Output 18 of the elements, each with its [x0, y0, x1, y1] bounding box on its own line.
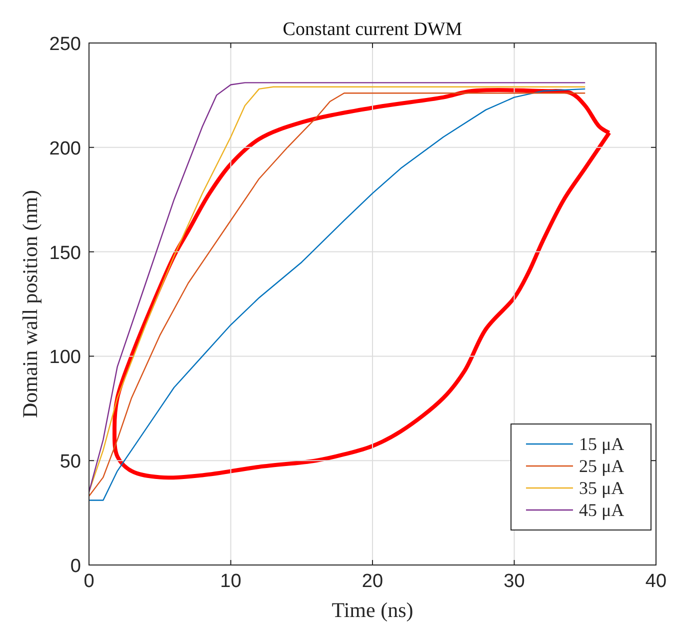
y-tick-label: 0 [70, 556, 81, 577]
legend-label: 35 μA [579, 478, 624, 498]
x-tick-label: 40 [645, 571, 667, 592]
legend-label: 15 μA [579, 434, 624, 454]
legend-label: 25 μA [579, 456, 624, 476]
y-tick-label: 100 [49, 347, 81, 368]
y-axis-title: Domain wall position (nm) [18, 190, 42, 418]
y-tick-label: 50 [60, 452, 81, 473]
x-tick-label: 10 [220, 571, 242, 592]
y-tick-label: 150 [49, 242, 81, 264]
y-tick-label: 250 [49, 34, 81, 55]
x-tick-label: 30 [504, 571, 525, 592]
y-tick-label: 200 [49, 138, 81, 160]
chart-title: Constant current DWM [282, 19, 462, 40]
x-tick-label: 20 [362, 571, 384, 592]
legend-label: 45 μA [579, 500, 624, 520]
x-tick-label: 0 [84, 571, 94, 592]
x-axis-title: Time (ns) [332, 598, 414, 622]
